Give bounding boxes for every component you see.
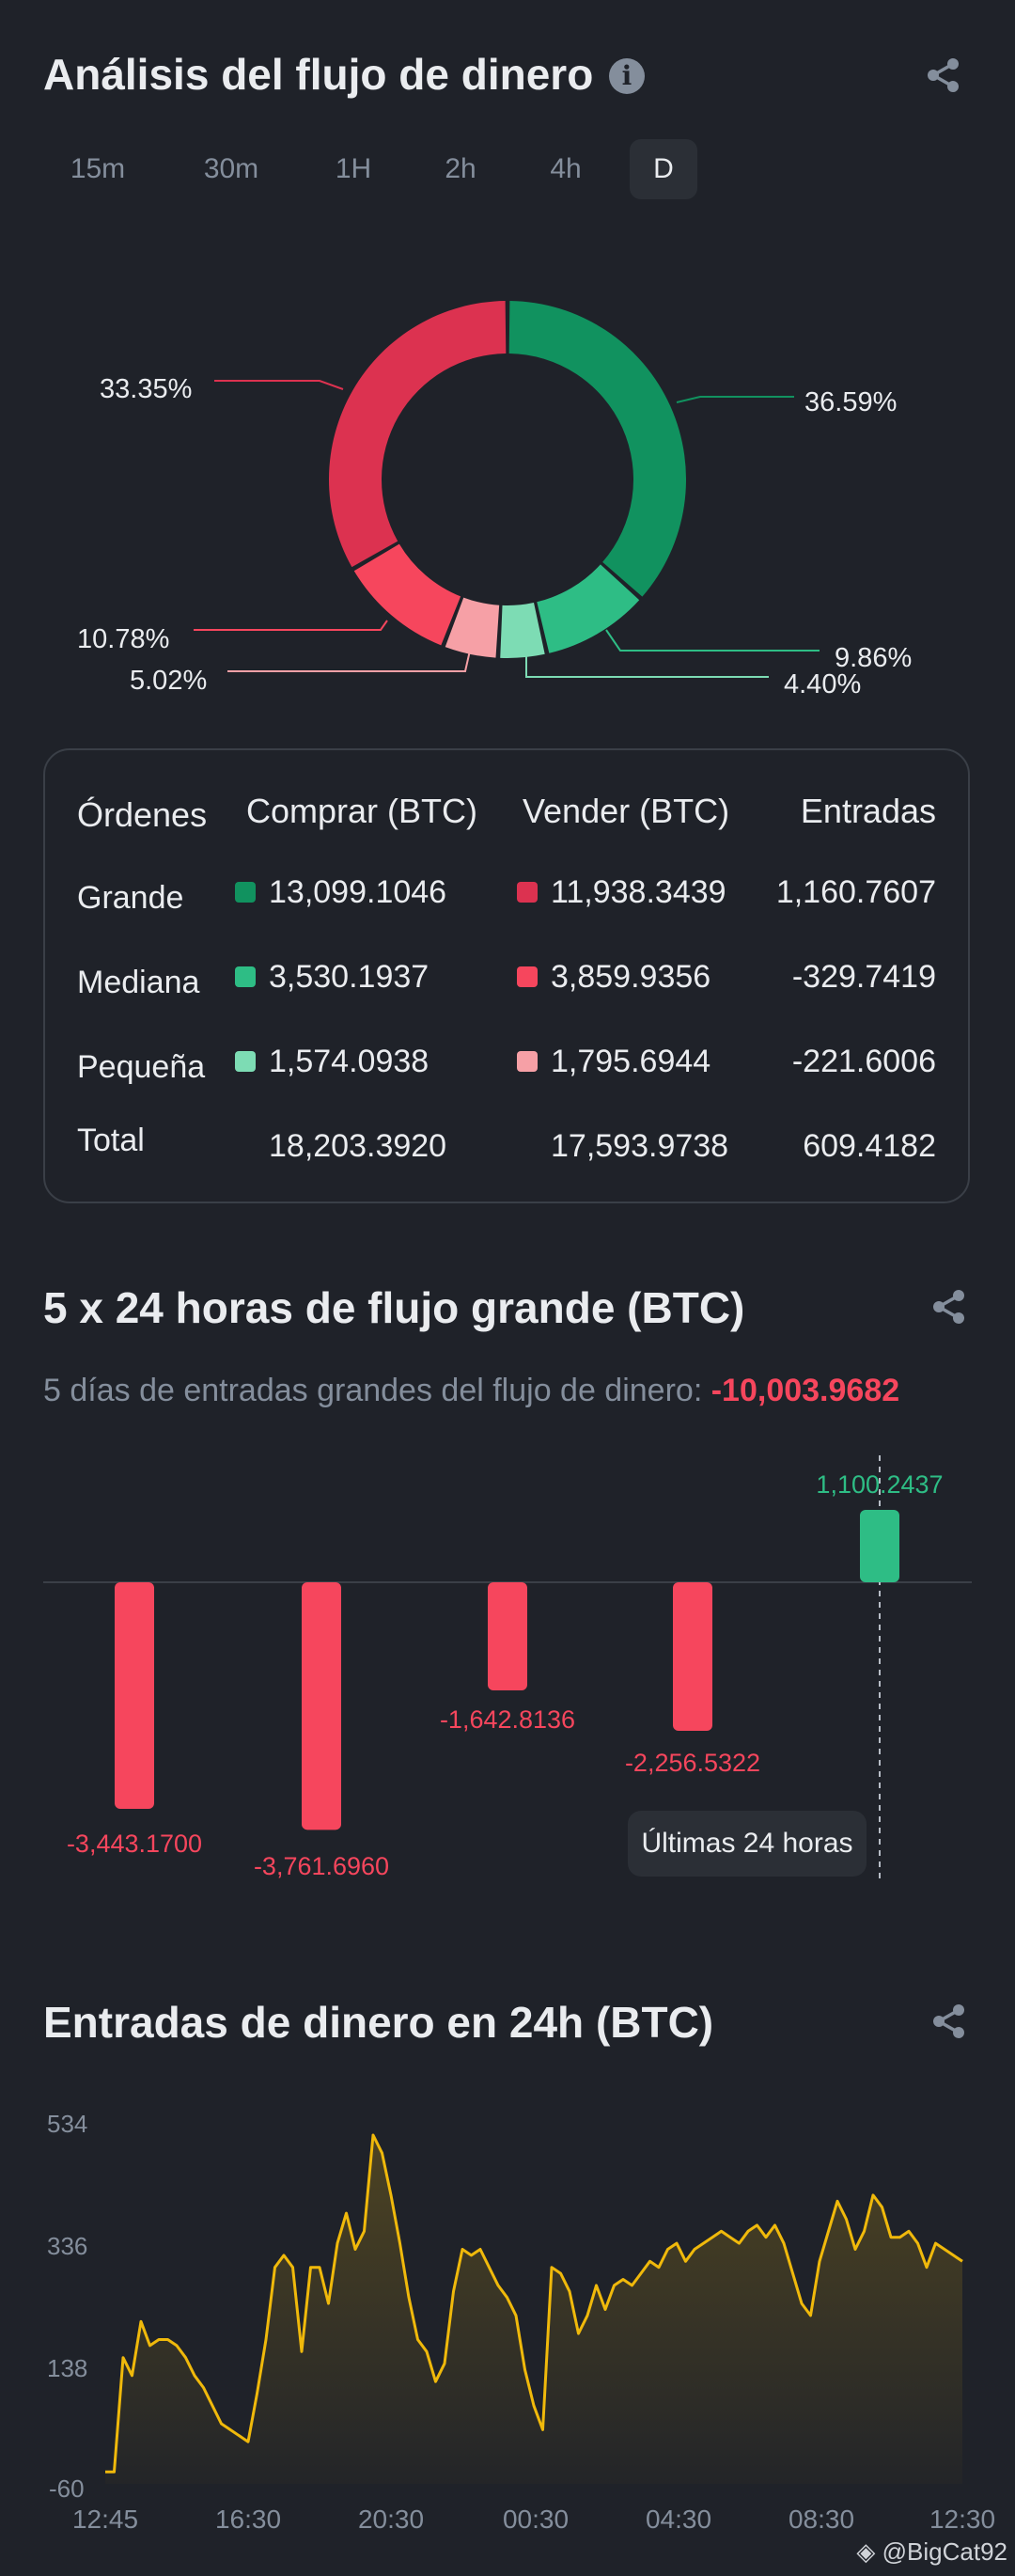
area-series-line [105,2133,963,2474]
y-tick: -60 [49,2474,85,2503]
slice-label-large-buy: 36.59% [804,387,898,417]
info-icon[interactable]: i [609,58,645,94]
y-tick: 138 [47,2354,88,2382]
donut-slice[interactable] [508,301,687,597]
row-sell-grande: 11,938.3439 [551,874,726,910]
watermark: ◈ @BigCat92 [856,2537,1007,2567]
bar[interactable] [860,1509,899,1582]
sell-color-swatch [517,882,538,903]
row-name-pequena: Pequeña [77,1049,206,1085]
slice-label-small-sell: 5.02% [130,666,208,696]
row-name-grande: Grande [77,880,184,916]
orders-table: Órdenes Comprar (BTC) Vender (BTC) Entra… [43,748,970,1203]
row-name-mediana: Mediana [77,965,200,1000]
col-header-net: Entradas [800,792,936,830]
y-tick: 336 [47,2232,88,2260]
row-buy-total: 18,203.3920 [269,1128,447,1164]
donut-slice[interactable] [353,543,461,646]
buy-color-swatch [235,966,256,987]
row-sell-pequena: 1,795.6944 [551,1044,711,1079]
inflow-area-chart [105,2133,963,2484]
bar-value-label: -1,642.8136 [439,1705,576,1734]
row-sell-mediana: 3,859.9356 [551,959,711,995]
buy-color-swatch [235,1051,256,1072]
leader-line [194,620,388,631]
bar-value-label: 1,100.2437 [816,1470,944,1499]
x-tick: 08:30 [788,2505,855,2534]
tab-15m[interactable]: 15m [70,153,126,184]
tab-2h[interactable]: 2h [445,153,476,184]
tab-1h[interactable]: 1H [335,153,372,184]
x-tick: 12:30 [929,2505,996,2534]
slice-label-medium-buy: 9.86% [835,643,913,673]
leader-line [605,629,820,652]
flow-donut-chart [194,301,820,678]
bar[interactable] [673,1582,712,1731]
slice-label-large-sell: 33.35% [100,374,193,404]
bar-value-label: -3,443.1700 [66,1830,203,1858]
donut-slice[interactable] [328,301,507,568]
watermark-text: @BigCat92 [882,2537,1007,2566]
bar-value-label: -3,761.6960 [253,1852,390,1880]
inflow-title: Entradas de dinero en 24h (BTC) [43,1998,714,2047]
row-sell-total: 17,593.9738 [551,1128,729,1164]
row-buy-pequena: 1,574.0938 [269,1044,429,1079]
share-icon[interactable] [930,1288,968,1326]
subtitle-label: 5 días de entradas grandes del flujo de … [43,1373,703,1408]
last-24h-tooltip: Últimas 24 horas [628,1811,867,1877]
bar[interactable] [302,1582,341,1830]
sell-color-swatch [517,1051,538,1072]
tab-30m[interactable]: 30m [203,153,259,184]
x-tick: 20:30 [357,2505,425,2534]
donut-slice[interactable] [500,603,545,658]
row-net-total: 609.4182 [803,1128,936,1164]
leader-line [227,650,471,672]
donut-slice[interactable] [445,597,500,658]
row-net-pequena: -221.6006 [791,1044,936,1079]
large-flow-subtitle: 5 días de entradas grandes del flujo de … [43,1373,899,1409]
row-name-total: Total [77,1123,145,1158]
large-flow-bar-chart [43,1455,972,1880]
x-tick: 12:45 [71,2505,139,2534]
slice-label-medium-sell: 10.78% [77,624,170,654]
area-fill [105,2135,962,2484]
tab-4h[interactable]: 4h [550,153,582,184]
large-flow-title: 5 x 24 horas de flujo grande (BTC) [43,1283,745,1332]
bar[interactable] [115,1582,154,1810]
leader-line [525,651,769,678]
col-header-sell: Vender (BTC) [523,792,730,830]
subtitle-value: -10,003.9682 [710,1373,900,1408]
row-net-grande: 1,160.7607 [775,874,936,910]
leader-line [214,380,344,390]
share-icon[interactable] [925,56,962,94]
slice-label-small-buy: 4.40% [784,669,862,699]
x-tick: 16:30 [214,2505,282,2534]
x-tick: 00:30 [502,2505,570,2534]
tab-d[interactable]: D [630,139,697,199]
page-title: Análisis del flujo de dinero [43,50,594,99]
leader-line [676,396,794,403]
row-buy-grande: 13,099.1046 [269,874,447,910]
bar-value-label: -2,256.5322 [624,1749,761,1777]
binance-logo-icon: ◈ [856,2537,882,2566]
row-buy-mediana: 3,530.1937 [269,959,429,995]
buy-color-swatch [235,882,256,903]
y-tick: 534 [47,2110,88,2138]
col-header-orders: Órdenes [77,795,208,834]
x-tick: 04:30 [645,2505,712,2534]
donut-slice[interactable] [537,564,640,653]
sell-color-swatch [517,966,538,987]
col-header-buy: Comprar (BTC) [246,792,478,830]
row-net-mediana: -329.7419 [791,959,936,995]
bar[interactable] [488,1582,527,1690]
share-icon[interactable] [930,2003,968,2040]
